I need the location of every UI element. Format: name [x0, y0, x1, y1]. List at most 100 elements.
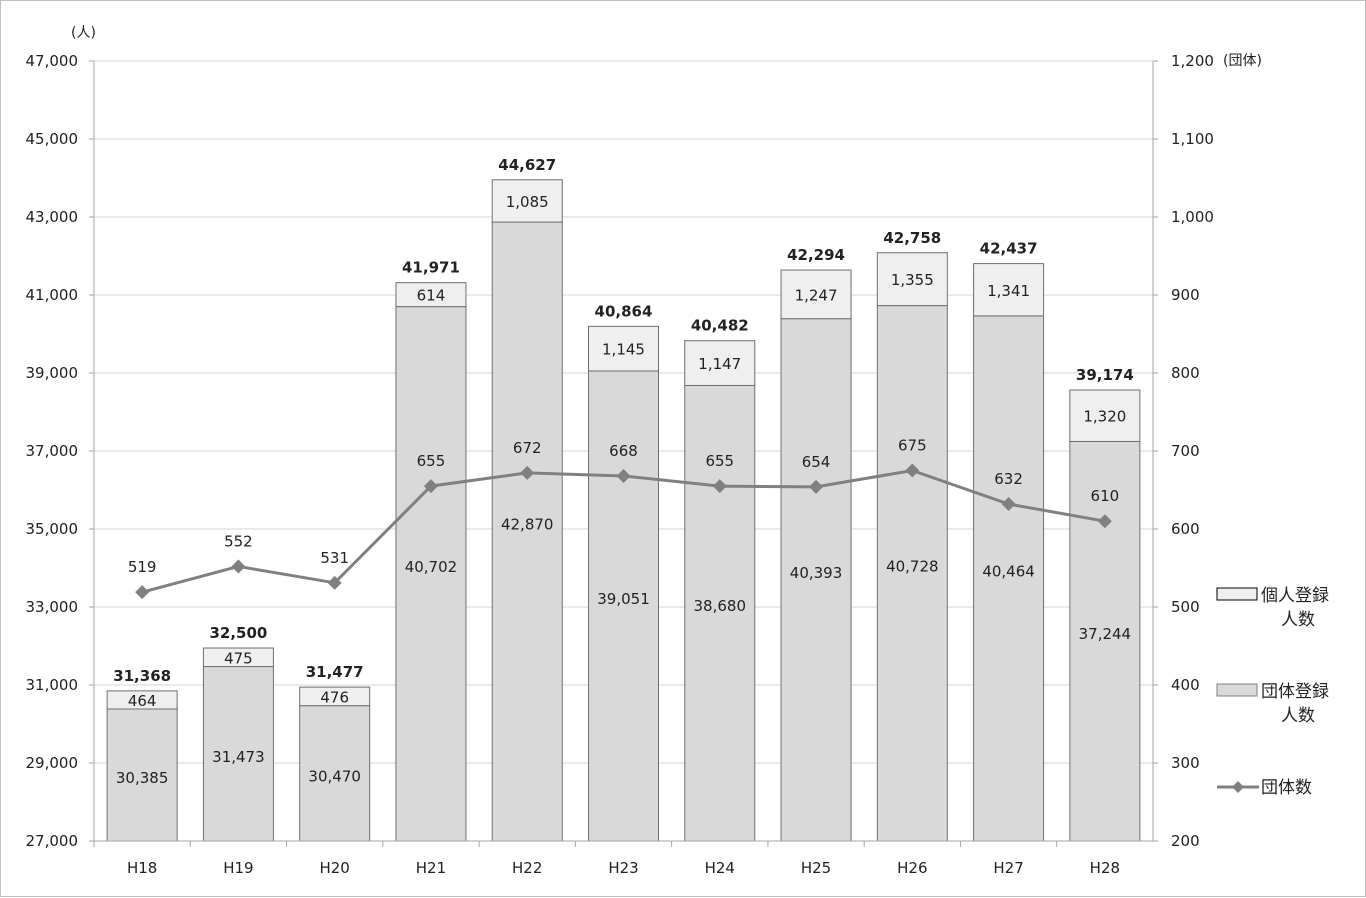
x-tick-label: H19	[223, 859, 253, 877]
bar-segment-group-registrants	[973, 315, 1045, 842]
line-point-group-count	[135, 585, 150, 600]
x-tick-label: H21	[416, 859, 446, 877]
data-label-group-count: 519	[128, 558, 157, 576]
legend-label: 個人登録	[1261, 586, 1329, 606]
bar-segment-individual-registrants	[1069, 389, 1141, 442]
line-series	[135, 463, 1112, 600]
line-point-group-count	[712, 479, 727, 494]
x-tick-label: H18	[127, 859, 157, 877]
right-tick-label: 900	[1171, 286, 1200, 304]
x-tick-label: H22	[512, 859, 542, 877]
legend-label: 団体登録	[1261, 682, 1329, 702]
bar-segment-group-registrants	[202, 666, 274, 842]
data-label-individual-registrants: 1,247	[795, 286, 838, 304]
right-tick-label: 1,200	[1171, 52, 1214, 70]
left-tick-label: 43,000	[26, 208, 79, 226]
bars	[106, 179, 1141, 842]
line-point-group-count	[423, 479, 438, 494]
bar-segment-group-registrants	[876, 305, 948, 842]
right-tick-label: 400	[1171, 676, 1200, 694]
data-label-group-count: 672	[513, 439, 542, 457]
axes: 27,000 29,000 31,000 33,000 35,000 37,000 39,0…	[26, 25, 1262, 877]
legend-label: 団体数	[1261, 778, 1312, 798]
data-label-individual-registrants: 476	[320, 688, 349, 706]
data-label-total: 44,627	[498, 156, 556, 174]
left-tick-label: 27,000	[26, 832, 79, 850]
right-tick-label: 500	[1171, 598, 1200, 616]
data-label-total: 42,437	[980, 240, 1038, 258]
data-label-individual-registrants: 1,355	[891, 271, 934, 289]
line-point-group-count	[1001, 497, 1016, 512]
line-point-group-count	[809, 479, 824, 494]
bar-segment-individual-registrants	[202, 647, 274, 668]
x-tick-label: H20	[319, 859, 349, 877]
line-point-group-count	[1097, 514, 1112, 529]
data-label-group-count: 531	[320, 549, 349, 567]
bar-segment-individual-registrants	[491, 179, 563, 223]
data-label-group-registrants: 39,051	[597, 590, 650, 608]
x-tick-label: H25	[801, 859, 831, 877]
x-tick-label: H28	[1090, 859, 1120, 877]
data-label-group-registrants: 38,680	[694, 597, 747, 615]
data-label-group-registrants: 40,702	[405, 558, 458, 576]
left-tick-label: 37,000	[26, 442, 79, 460]
data-label-individual-registrants: 1,145	[602, 341, 645, 359]
data-label-individual-registrants: 475	[224, 649, 253, 667]
data-label-group-registrants: 30,470	[308, 767, 361, 785]
bar-segment-group-registrants	[491, 221, 563, 842]
bar-segment-individual-registrants	[588, 325, 659, 372]
bar-segment-individual-registrants	[973, 263, 1045, 317]
left-tick-label: 29,000	[26, 754, 79, 772]
data-label-individual-registrants: 1,147	[698, 355, 741, 373]
data-label-individual-registrants: 1,320	[1083, 408, 1126, 426]
right-tick-label: 1,000	[1171, 208, 1214, 226]
data-label-total: 42,294	[787, 246, 845, 264]
data-label-group-count: 668	[609, 442, 638, 460]
data-label-individual-registrants: 464	[128, 692, 157, 710]
data-label-group-registrants: 40,728	[886, 557, 939, 575]
legend-label: 人数	[1281, 706, 1315, 726]
x-tick-label: H24	[705, 859, 735, 877]
data-label-total: 40,482	[691, 317, 749, 335]
data-label-group-count: 610	[1091, 487, 1120, 505]
data-label-group-count: 654	[802, 453, 831, 471]
data-label-group-registrants: 37,244	[1079, 625, 1132, 643]
bar-segment-group-registrants	[1069, 440, 1141, 842]
right-tick-label: 700	[1171, 442, 1200, 460]
data-label-total: 41,971	[402, 259, 460, 277]
bar-segment-group-registrants	[780, 318, 852, 842]
bar-segment-group-registrants	[684, 384, 756, 842]
line-point-group-count	[231, 559, 246, 574]
left-tick-label: 41,000	[26, 286, 79, 304]
right-tick-label: 300	[1171, 754, 1200, 772]
left-tick-label: 47,000	[26, 52, 79, 70]
left-axis-unit: (人)	[71, 25, 96, 41]
bar-segment-individual-registrants	[684, 340, 756, 386]
x-tick-label: H27	[993, 859, 1023, 877]
data-label-group-count: 655	[705, 452, 734, 470]
left-tick-label: 39,000	[26, 364, 79, 382]
data-label-group-registrants: 42,870	[501, 516, 554, 534]
right-tick-label: 200	[1171, 832, 1200, 850]
bar-segment-group-registrants	[588, 370, 659, 842]
bar-segment-individual-registrants	[395, 282, 467, 308]
data-label-group-count: 655	[417, 452, 446, 470]
bar-segment-group-registrants	[395, 306, 467, 842]
data-label-total: 31,368	[113, 667, 171, 685]
data-label-group-count: 552	[224, 532, 253, 550]
bar-segment-individual-registrants	[299, 686, 371, 707]
bar-segment-individual-registrants	[780, 269, 852, 320]
data-label-group-count: 675	[898, 437, 927, 455]
right-tick-label: 1,100	[1171, 130, 1214, 148]
bar-segment-individual-registrants	[106, 690, 178, 710]
legend-label: 人数	[1281, 610, 1315, 630]
right-axis-unit: (団体)	[1223, 53, 1262, 69]
left-tick-label: 35,000	[26, 520, 79, 538]
x-tick-label: H26	[897, 859, 927, 877]
legend-marker	[1232, 781, 1244, 793]
left-tick-label: 31,000	[26, 676, 79, 694]
data-label-total: 32,500	[209, 624, 267, 642]
